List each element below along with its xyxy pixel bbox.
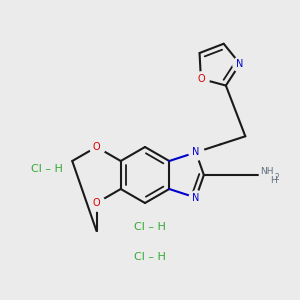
Text: Cl – H: Cl – H (31, 164, 62, 175)
Text: 2: 2 (274, 172, 279, 182)
Text: O: O (93, 198, 100, 208)
Text: H: H (271, 176, 277, 184)
Text: Cl – H: Cl – H (134, 221, 166, 232)
Text: Cl – H: Cl – H (134, 251, 166, 262)
Text: NH: NH (260, 167, 274, 176)
Text: O: O (93, 142, 100, 152)
Text: N: N (236, 59, 244, 69)
Text: O: O (197, 74, 205, 84)
Text: N: N (192, 193, 200, 203)
Text: N: N (192, 147, 200, 157)
